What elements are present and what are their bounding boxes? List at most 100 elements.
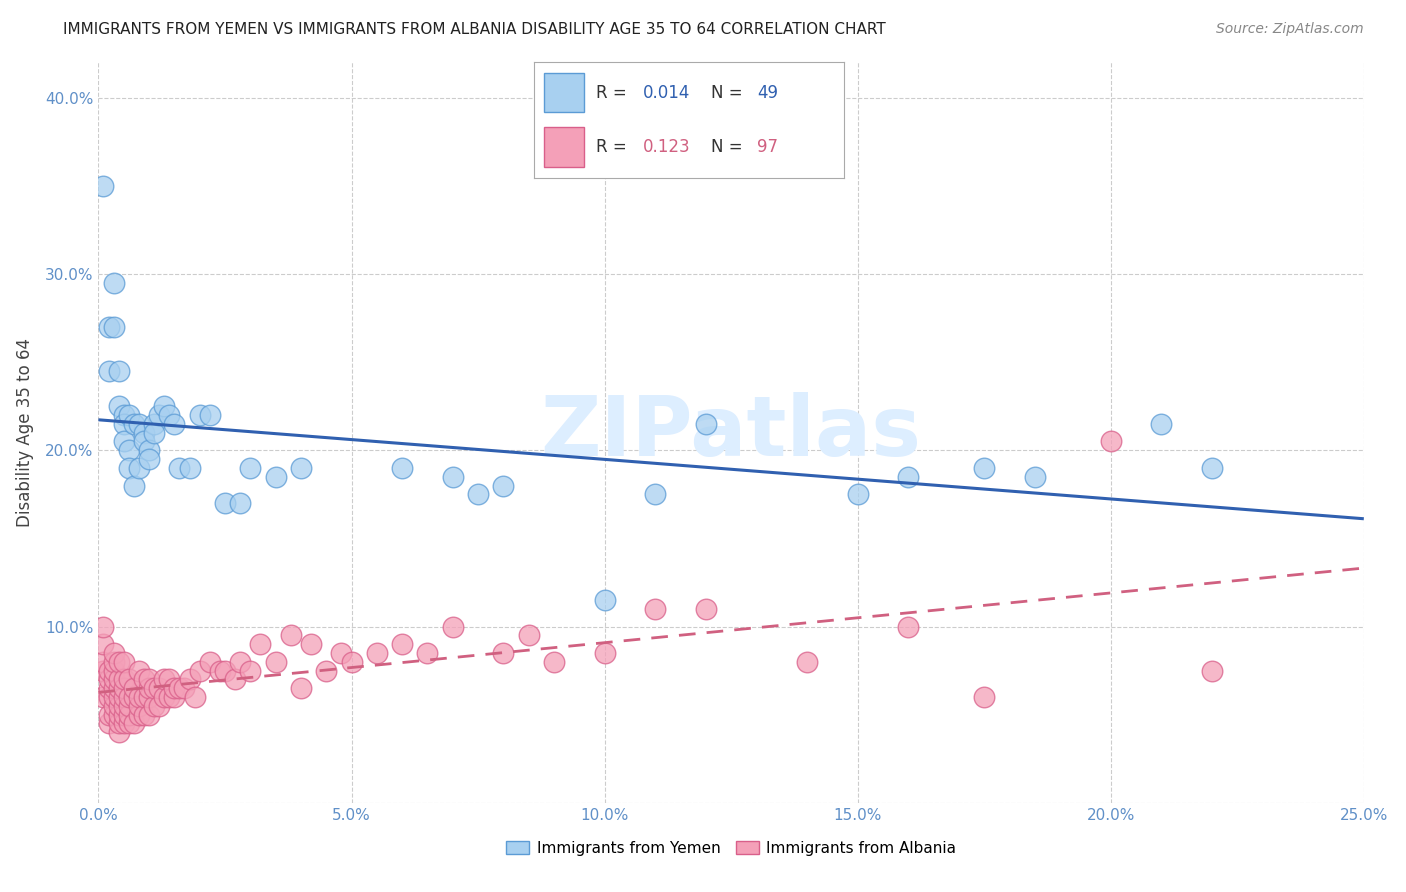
Point [97,364,120,378]
Point [644,602,666,616]
Point [229,655,252,669]
Point [93,655,115,669]
Point [118,408,141,422]
Point [103,319,125,334]
Point [153,690,176,704]
Point [366,646,388,660]
Text: IMMIGRANTS FROM YEMEN VS IMMIGRANTS FROM ALBANIA DISABILITY AGE 35 TO 64 CORRELA: IMMIGRANTS FROM YEMEN VS IMMIGRANTS FROM… [63,22,886,37]
Point [264,469,287,483]
Point [340,655,363,669]
Point [239,664,262,678]
Point [112,655,135,669]
Point [132,690,155,704]
Point [97,690,120,704]
Point [112,698,135,713]
Point [239,461,262,475]
Point [138,452,160,467]
Point [112,716,135,731]
Point [148,698,170,713]
Point [973,461,995,475]
Point [299,637,322,651]
Point [517,628,540,642]
Point [391,637,413,651]
Point [695,602,717,616]
Point [128,417,150,431]
Text: ZIPatlas: ZIPatlas [541,392,921,473]
Point [132,673,155,687]
Point [695,417,717,431]
Text: 0.014: 0.014 [643,84,690,102]
Point [214,496,236,510]
Point [183,690,205,704]
Point [153,673,176,687]
Point [122,681,145,696]
Point [103,276,125,290]
FancyBboxPatch shape [544,128,583,167]
Point [118,673,141,687]
Point [157,673,180,687]
Point [163,681,186,696]
Text: 49: 49 [756,84,778,102]
Point [214,664,236,678]
Point [97,319,120,334]
Point [112,417,135,431]
Point [118,461,141,475]
Point [93,664,115,678]
Point [143,698,166,713]
Point [128,664,150,678]
Text: R =: R = [596,138,633,156]
Point [208,664,231,678]
Point [132,434,155,449]
Point [198,408,221,422]
Point [644,487,666,501]
Point [122,716,145,731]
Point [897,619,920,633]
Point [112,681,135,696]
Point [107,364,129,378]
Point [128,707,150,722]
Text: 97: 97 [756,138,778,156]
Point [103,690,125,704]
Point [143,417,166,431]
Text: Source: ZipAtlas.com: Source: ZipAtlas.com [1216,22,1364,37]
Point [97,681,120,696]
Text: N =: N = [710,84,748,102]
Point [112,690,135,704]
Point [1201,461,1223,475]
Point [1024,469,1046,483]
Point [97,707,120,722]
Point [97,664,120,678]
Point [249,637,271,651]
Point [122,478,145,492]
Point [138,690,160,704]
Point [128,698,150,713]
Point [897,469,920,483]
Point [143,425,166,440]
Text: R =: R = [596,84,633,102]
Point [107,399,129,413]
Point [112,707,135,722]
Point [1150,417,1173,431]
Point [492,646,515,660]
Point [93,690,115,704]
Point [441,619,464,633]
Point [543,655,565,669]
Point [103,664,125,678]
Point [118,707,141,722]
Point [107,673,129,687]
Point [148,681,170,696]
Point [315,664,337,678]
Point [103,646,125,660]
Point [224,673,246,687]
Point [1201,664,1223,678]
Point [103,698,125,713]
Point [148,408,170,422]
Point [107,707,129,722]
Point [107,690,129,704]
Point [198,655,221,669]
Point [103,655,125,669]
Point [97,716,120,731]
Point [846,487,869,501]
Point [138,707,160,722]
Point [118,716,141,731]
